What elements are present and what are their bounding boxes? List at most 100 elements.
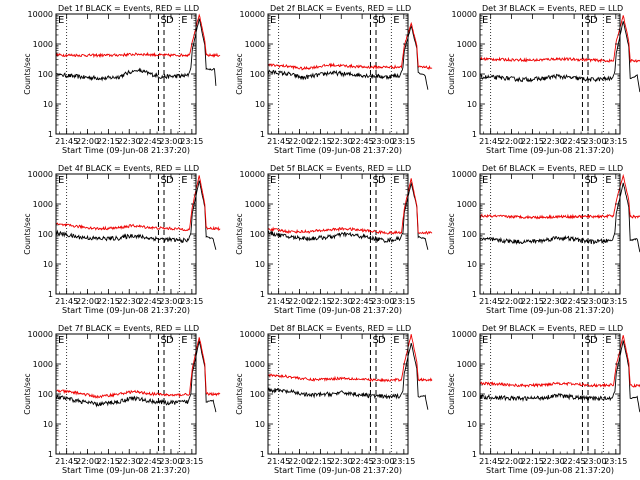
marker-e-start: E xyxy=(270,15,276,26)
x-axis-label: Start Time (09-Jun-08 21:37:20) xyxy=(486,466,614,475)
marker-e: E xyxy=(181,15,187,26)
marker-e-start: E xyxy=(482,15,488,26)
y-tick-label: 100 xyxy=(250,390,265,399)
marker-e-start: E xyxy=(58,15,64,26)
marker-e-start: E xyxy=(58,175,64,186)
series-line-lld xyxy=(55,13,221,59)
x-tick-label: 22:30 xyxy=(118,457,141,466)
series-line-events xyxy=(267,342,429,410)
y-tick-label: 1 xyxy=(472,130,477,139)
x-tick-label: 23:00 xyxy=(371,457,394,466)
x-tick-label: 22:30 xyxy=(542,457,565,466)
marker-s: S xyxy=(372,335,378,346)
x-axis-label: Start Time (09-Jun-08 21:37:20) xyxy=(274,466,402,475)
y-axis-label: Counts/sec xyxy=(23,213,32,254)
marker-e: E xyxy=(181,175,187,186)
y-tick-label: 1000 xyxy=(245,40,265,49)
y-tick-label: 10000 xyxy=(452,170,477,179)
series-line-lld xyxy=(267,334,433,383)
x-tick-label: 22:30 xyxy=(542,297,565,306)
x-tick-label: 22:15 xyxy=(309,297,332,306)
x-tick-label: 22:00 xyxy=(288,137,311,146)
y-tick-label: 1000 xyxy=(457,200,477,209)
x-tick-label: 21:45 xyxy=(267,297,290,306)
x-tick-label: 21:45 xyxy=(479,457,502,466)
x-tick-label: 22:00 xyxy=(500,137,523,146)
y-tick-label: 10 xyxy=(43,420,53,429)
marker-s: S xyxy=(372,175,378,186)
x-axis-label: Start Time (09-Jun-08 21:37:20) xyxy=(62,306,190,315)
y-tick-label: 1000 xyxy=(245,200,265,209)
marker-e: E xyxy=(605,335,611,346)
panel-5: Det 5f BLACK = Events, RED = LLD 1 10 100 10… xyxy=(235,164,433,315)
x-tick-label: 23:00 xyxy=(583,457,606,466)
x-tick-label: 22:15 xyxy=(521,137,544,146)
x-tick-label: 22:15 xyxy=(97,457,120,466)
y-axis-label: Counts/sec xyxy=(235,373,244,414)
marker-e: E xyxy=(605,175,611,186)
series-line-events xyxy=(479,340,640,413)
marker-e-start: E xyxy=(58,335,64,346)
y-tick-label: 10 xyxy=(467,100,477,109)
marker-d: D xyxy=(378,15,386,26)
marker-s: S xyxy=(372,15,378,26)
x-tick-label: 23:15 xyxy=(392,137,415,146)
y-axis-label: Counts/sec xyxy=(447,213,456,254)
y-tick-label: 100 xyxy=(462,390,477,399)
y-tick-label: 1 xyxy=(48,130,53,139)
x-tick-label: 22:45 xyxy=(563,137,586,146)
panel-title: Det 6f BLACK = Events, RED = LLD xyxy=(482,164,623,173)
plot-frame xyxy=(479,173,621,295)
y-tick-label: 10000 xyxy=(452,10,477,19)
x-tick-label: 23:15 xyxy=(392,297,415,306)
x-tick-label: 21:45 xyxy=(267,137,290,146)
x-tick-label: 23:00 xyxy=(371,137,394,146)
x-axis-label: Start Time (09-Jun-08 21:37:20) xyxy=(62,466,190,475)
y-tick-label: 100 xyxy=(38,390,53,399)
y-axis-label: Counts/sec xyxy=(447,373,456,414)
panel-title: Det 4f BLACK = Events, RED = LLD xyxy=(58,164,199,173)
x-tick-label: 22:30 xyxy=(542,137,565,146)
marker-e: E xyxy=(393,335,399,346)
x-tick-label: 23:15 xyxy=(180,457,203,466)
x-tick-label: 21:45 xyxy=(479,297,502,306)
x-tick-label: 22:45 xyxy=(351,457,374,466)
panel-title: Det 7f BLACK = Events, RED = LLD xyxy=(58,324,199,333)
x-tick-label: 22:00 xyxy=(76,457,99,466)
y-tick-label: 1000 xyxy=(33,40,53,49)
marker-d: D xyxy=(590,15,598,26)
y-tick-label: 1 xyxy=(260,450,265,459)
x-tick-label: 23:00 xyxy=(583,297,606,306)
marker-d: D xyxy=(166,15,174,26)
y-tick-label: 1 xyxy=(260,130,265,139)
panel-8: Det 8f BLACK = Events, RED = LLD 1 10 100 10… xyxy=(235,324,433,475)
series-line-events xyxy=(268,181,429,250)
marker-e: E xyxy=(393,15,399,26)
marker-e-start: E xyxy=(270,175,276,186)
y-tick-label: 10 xyxy=(467,420,477,429)
series-line-lld xyxy=(267,178,433,235)
series-line-lld xyxy=(479,15,640,64)
y-tick-label: 1 xyxy=(472,450,477,459)
y-tick-label: 10000 xyxy=(28,10,53,19)
panel-title: Det 1f BLACK = Events, RED = LLD xyxy=(58,4,199,13)
y-tick-label: 10 xyxy=(255,100,265,109)
panel-title: Det 2f BLACK = Events, RED = LLD xyxy=(270,4,411,13)
panel-4: Det 4f BLACK = Events, RED = LLD 1 10 100 10… xyxy=(23,164,221,315)
x-tick-label: 23:15 xyxy=(180,297,203,306)
x-tick-label: 22:45 xyxy=(139,137,162,146)
panel-9: Det 9f BLACK = Events, RED = LLD 1 10 100 10… xyxy=(447,324,640,475)
y-tick-label: 1000 xyxy=(33,360,53,369)
y-tick-label: 100 xyxy=(250,70,265,79)
y-tick-label: 1 xyxy=(48,290,53,299)
y-axis-label: Counts/sec xyxy=(23,373,32,414)
x-tick-label: 23:15 xyxy=(392,457,415,466)
x-tick-label: 23:15 xyxy=(604,297,627,306)
marker-e: E xyxy=(181,335,187,346)
panel-title: Det 8f BLACK = Events, RED = LLD xyxy=(270,324,411,333)
x-tick-label: 22:15 xyxy=(521,457,544,466)
x-tick-label: 22:30 xyxy=(330,137,353,146)
x-tick-label: 22:45 xyxy=(139,297,162,306)
y-tick-label: 10 xyxy=(255,260,265,269)
plot-frame xyxy=(479,333,621,455)
